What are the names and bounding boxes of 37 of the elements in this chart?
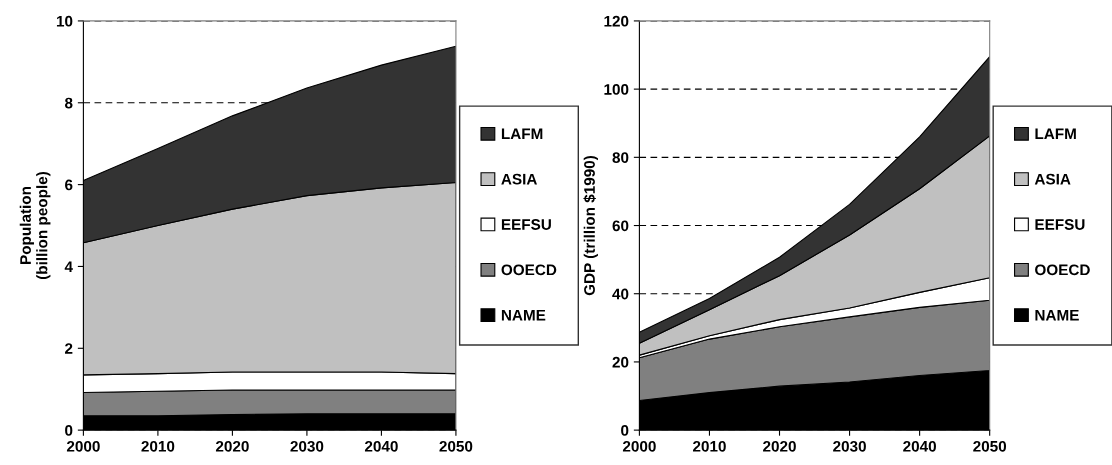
legend-label: EEFSU <box>1035 219 1085 230</box>
y-tick-label: 40 <box>612 288 629 300</box>
x-tick-label: 2030 <box>833 440 866 452</box>
legend-label: OOECD <box>501 264 557 276</box>
y-tick-label: 0 <box>621 424 629 436</box>
y-tick-label: 60 <box>612 220 629 232</box>
y-tick-label: 100 <box>604 83 629 95</box>
x-tick-label: 2020 <box>215 440 249 452</box>
legend-label: ASIA <box>1034 173 1071 185</box>
y-tick-label: 8 <box>64 97 73 109</box>
x-tick-label: 2000 <box>622 440 656 452</box>
y-axis-title: GDP (trillion $1990) <box>583 155 598 296</box>
y-tick-label: 10 <box>56 15 73 27</box>
y-tick-label: 80 <box>612 152 629 164</box>
x-tick-label: 2040 <box>364 440 398 452</box>
legend-label: NAME <box>501 309 546 321</box>
x-tick-label: 2010 <box>692 440 726 452</box>
y-tick-label: 20 <box>612 356 629 368</box>
x-tick-label: 2050 <box>439 440 473 452</box>
legend-label: LAFM <box>1035 128 1076 140</box>
legend-label: NAME <box>1035 309 1079 321</box>
y-tick-label: 120 <box>604 15 629 27</box>
legend-label: ASIA <box>501 173 537 185</box>
y-tick-label: 2 <box>65 343 73 354</box>
x-tick-label: 2010 <box>141 440 175 452</box>
x-tick-label: 2040 <box>903 440 936 452</box>
legend-label: EEFSU <box>501 219 551 230</box>
x-tick-label: 2030 <box>290 440 324 452</box>
x-tick-label: 2050 <box>973 440 1007 452</box>
legend-label: OOECD <box>1035 264 1090 276</box>
y-tick-label: 0 <box>65 424 73 436</box>
x-tick-label: 2000 <box>66 440 100 452</box>
x-tick-label: 2020 <box>763 440 796 452</box>
y-axis-title: Population (billion people) <box>19 171 51 280</box>
legend-label: LAFM <box>501 128 543 140</box>
y-tick-label: 4 <box>64 261 73 272</box>
y-tick-label: 6 <box>65 179 73 191</box>
